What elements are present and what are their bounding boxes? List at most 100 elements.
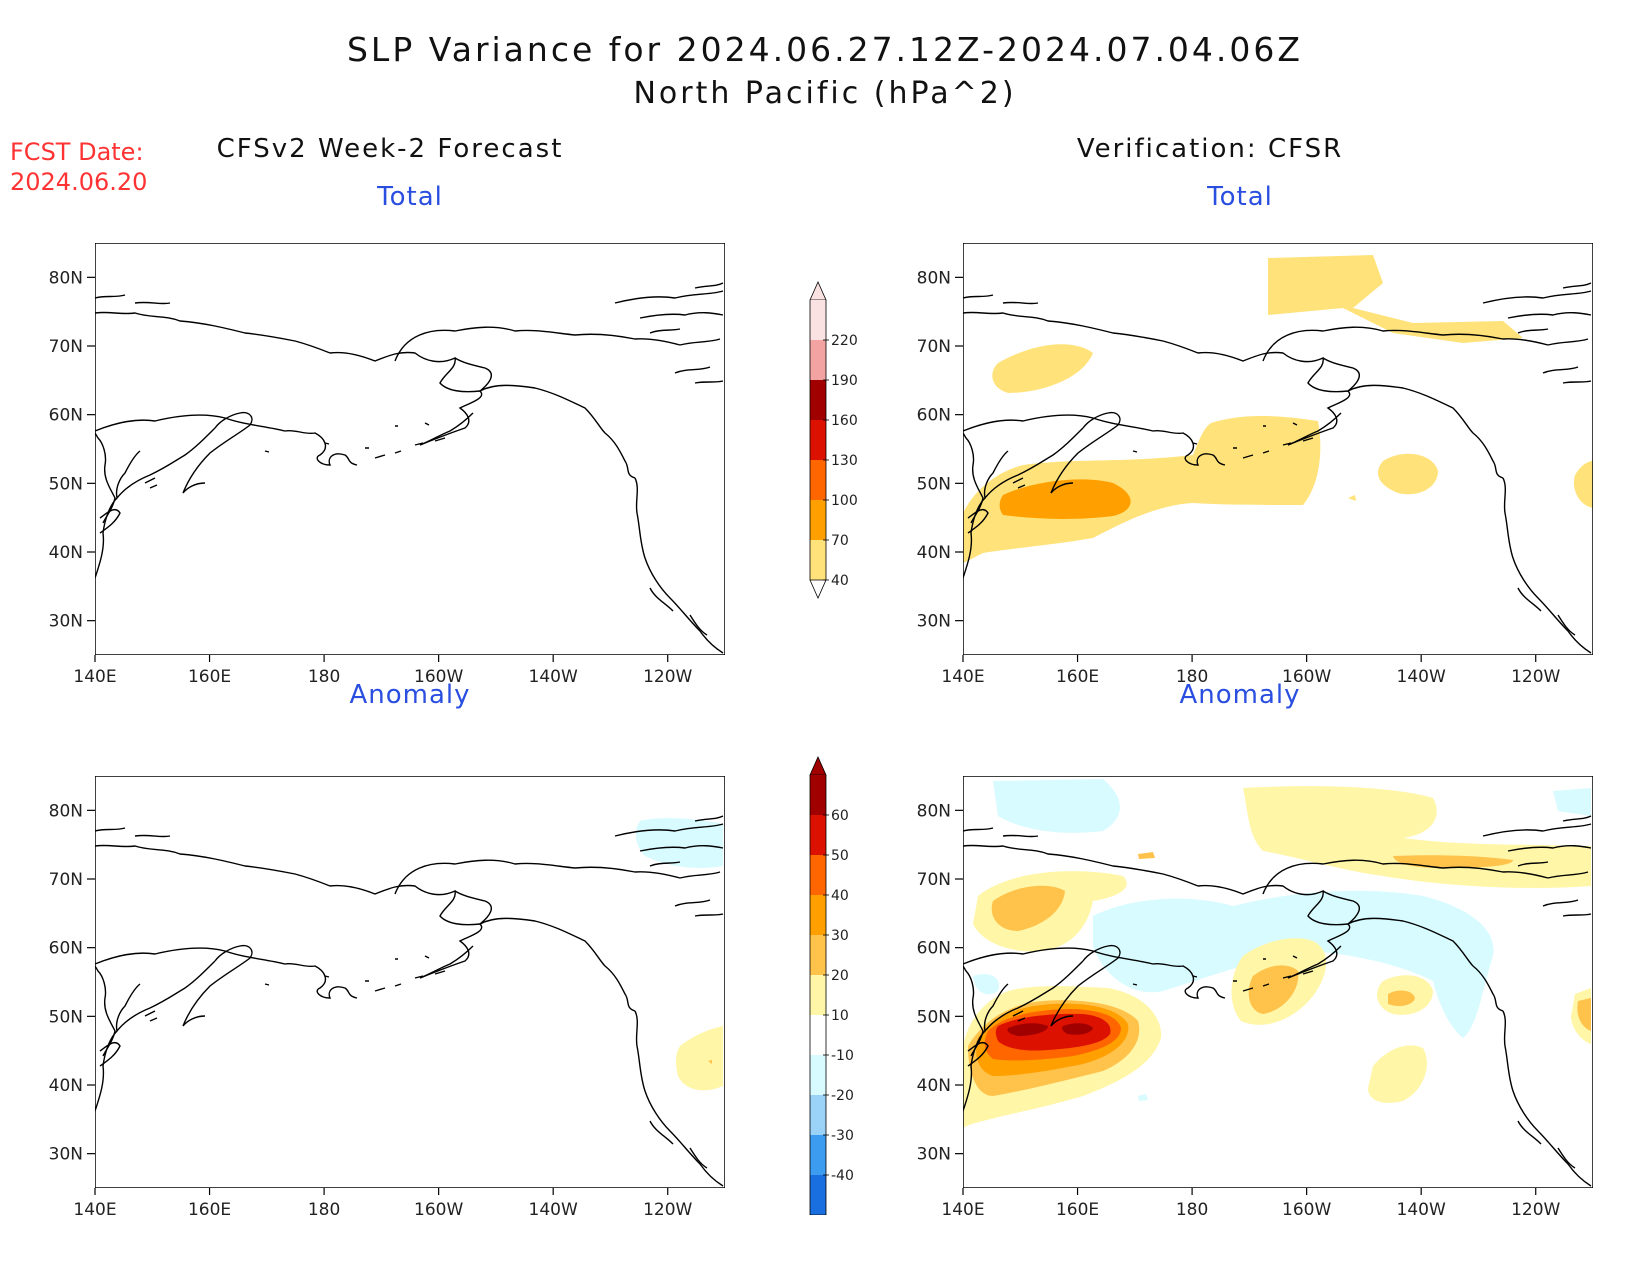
coastline-segment <box>144 477 158 489</box>
coastline-segment <box>182 944 253 1027</box>
lon-tick-label: 140W <box>529 667 578 687</box>
colorbar-segment <box>810 420 826 460</box>
coastline-segment <box>963 311 1199 354</box>
coastline-segment <box>963 827 1039 838</box>
colorbar-segment <box>810 300 826 340</box>
coastline-segment <box>99 1042 121 1067</box>
coastline-segment <box>264 437 446 459</box>
coastline-segment <box>95 294 171 305</box>
panel-title-verification-total: Total <box>1207 182 1273 212</box>
coastline-segment <box>95 311 331 354</box>
colorbar-segment <box>810 815 826 855</box>
lon-tick-label: 160W <box>1282 667 1331 687</box>
coastline-segment <box>1482 823 1592 837</box>
coastline-segment <box>963 947 1226 999</box>
colorbar-label: 40 <box>831 573 849 589</box>
lon-tick-label: 140E <box>941 1200 984 1220</box>
colorbar-segment <box>810 855 826 895</box>
coastline-segment <box>1542 366 1592 384</box>
coastline-segment <box>649 328 681 334</box>
coastline-segment <box>419 412 474 446</box>
lon-tick-label: 120W <box>643 1200 692 1220</box>
lat-tick-label: 30N <box>917 1145 951 1165</box>
coastline-segment <box>1502 1010 1592 1187</box>
panel-title-verification-anomaly: Anomaly <box>1179 680 1301 710</box>
colorbar-label: -30 <box>831 1128 854 1144</box>
coastline-segment <box>454 357 493 392</box>
coastline-segment <box>694 282 724 289</box>
coastline-segment <box>1050 482 1074 494</box>
coastline-segment <box>963 844 1199 887</box>
coastline-segment <box>1562 815 1592 822</box>
coastline-segment <box>1262 859 1549 895</box>
lat-tick-label: 50N <box>917 474 951 494</box>
colorbar-segment <box>810 1055 826 1095</box>
column-title-verification: Verification: CFSR <box>1076 134 1344 164</box>
coastline-segment <box>1502 477 1592 654</box>
coastline-segment <box>394 326 681 362</box>
lat-tick-label: 60N <box>49 939 83 959</box>
lon-tick-label: 140W <box>1397 667 1446 687</box>
coastline-segment <box>1197 884 1351 979</box>
lon-tick-label: 160E <box>1056 1200 1099 1220</box>
colorbar-label: 30 <box>831 928 849 944</box>
coastline-segment <box>1287 945 1342 979</box>
coastline-segment <box>639 845 724 852</box>
lon-tick-label: 180 <box>308 667 340 687</box>
colorbar-segment <box>810 895 826 935</box>
coastline-segment <box>1132 970 1314 992</box>
coastline-segment <box>329 351 483 446</box>
lat-tick-label: 70N <box>917 337 951 357</box>
coastline-segment <box>984 427 1084 499</box>
colorbar-label: 190 <box>831 373 858 389</box>
lon-tick-label: 180 <box>1176 667 1208 687</box>
lon-tick-label: 160E <box>188 667 231 687</box>
colorbar-segment <box>810 1095 826 1135</box>
lat-tick-label: 60N <box>917 939 951 959</box>
lat-tick-label: 50N <box>917 1007 951 1027</box>
coastline-segment <box>1517 861 1549 867</box>
coastline-segment <box>394 859 681 895</box>
coastline-segment <box>365 955 430 982</box>
colorbar-label: -10 <box>831 1048 854 1064</box>
lat-tick-label: 70N <box>49 337 83 357</box>
coastline-segment <box>984 960 1084 1032</box>
lat-tick-label: 80N <box>917 801 951 821</box>
coastline-segment <box>1012 1010 1026 1022</box>
coastline-segment <box>1012 477 1026 489</box>
coastline-segment <box>116 427 216 499</box>
lon-tick-label: 120W <box>1511 1200 1560 1220</box>
coastline-segment <box>116 960 216 1032</box>
coastline-segment <box>634 1010 724 1187</box>
colorbar-anomaly: 60 50 40 30 20 10 -10 -20 -30 -40 <box>809 756 854 1215</box>
lon-tick-label: 120W <box>643 667 692 687</box>
coastline-segment <box>649 1120 708 1169</box>
coastline-segment <box>1262 326 1549 362</box>
forecast-date-value: 2024.06.20 <box>10 168 148 196</box>
coastline-segment <box>649 587 708 636</box>
coastline-segment <box>1322 890 1361 925</box>
coastline-segment <box>1050 1015 1074 1027</box>
lat-tick-label: 60N <box>917 406 951 426</box>
forecast-date: FCST Date: 2024.06.20 <box>10 137 147 197</box>
coastline-segment <box>95 947 358 999</box>
coastline-segment <box>967 1042 989 1067</box>
coastline-segment <box>365 422 430 449</box>
coastline-segment <box>1050 944 1121 1027</box>
coastline-segment <box>419 945 474 979</box>
coastline-segment <box>1507 312 1592 319</box>
coastline-segment <box>99 509 121 534</box>
coastline-segment <box>1517 1120 1576 1169</box>
coastline-segment <box>614 290 724 304</box>
lat-tick-label: 80N <box>49 268 83 288</box>
lon-tick-label: 140E <box>73 1200 116 1220</box>
colorbar-segment <box>810 540 826 580</box>
colorbar-segment <box>810 975 826 1015</box>
map-forecast-total <box>95 243 725 655</box>
coastline-segment <box>1507 845 1592 852</box>
lat-tick-label: 60N <box>49 406 83 426</box>
coastline-segment <box>963 414 1226 466</box>
lon-tick-label: 180 <box>1176 1200 1208 1220</box>
panel-title-forecast-anomaly: Anomaly <box>349 680 471 710</box>
colorbar-segment <box>810 1135 826 1175</box>
